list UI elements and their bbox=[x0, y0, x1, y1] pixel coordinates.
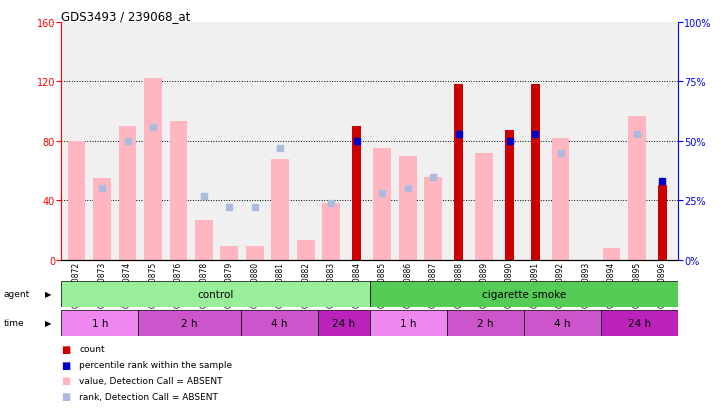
Bar bbox=[603, 248, 621, 260]
Bar bbox=[446, 310, 523, 337]
Bar bbox=[523, 310, 601, 337]
Bar bbox=[353, 127, 361, 260]
Bar bbox=[61, 310, 138, 337]
Bar bbox=[370, 310, 446, 337]
Bar bbox=[138, 310, 241, 337]
Bar bbox=[628, 116, 646, 260]
Bar bbox=[322, 204, 340, 260]
Text: GDS3493 / 239068_at: GDS3493 / 239068_at bbox=[61, 10, 190, 23]
Bar bbox=[505, 131, 514, 260]
Text: 24 h: 24 h bbox=[628, 318, 651, 328]
Bar bbox=[271, 159, 289, 260]
Bar bbox=[195, 220, 213, 260]
Text: rank, Detection Call = ABSENT: rank, Detection Call = ABSENT bbox=[79, 392, 218, 401]
Text: 1 h: 1 h bbox=[92, 318, 108, 328]
Bar bbox=[241, 310, 318, 337]
Bar bbox=[552, 138, 570, 260]
Bar bbox=[370, 281, 678, 308]
Bar bbox=[297, 241, 315, 260]
Text: 2 h: 2 h bbox=[182, 318, 198, 328]
Text: ■: ■ bbox=[61, 375, 71, 385]
Bar bbox=[373, 149, 392, 260]
Text: 2 h: 2 h bbox=[477, 318, 493, 328]
Bar bbox=[601, 310, 678, 337]
Text: ■: ■ bbox=[61, 360, 71, 370]
Bar bbox=[399, 156, 417, 260]
Text: value, Detection Call = ABSENT: value, Detection Call = ABSENT bbox=[79, 376, 223, 385]
Bar bbox=[169, 122, 187, 260]
Text: agent: agent bbox=[4, 290, 30, 299]
Text: count: count bbox=[79, 344, 105, 354]
Bar bbox=[246, 247, 264, 260]
Text: control: control bbox=[198, 289, 234, 299]
Text: 24 h: 24 h bbox=[332, 318, 355, 328]
Bar bbox=[424, 177, 442, 260]
Text: cigarette smoke: cigarette smoke bbox=[482, 289, 566, 299]
Text: ▶: ▶ bbox=[45, 319, 51, 328]
Bar bbox=[454, 85, 463, 260]
Bar bbox=[118, 127, 136, 260]
Bar bbox=[221, 247, 239, 260]
Text: percentile rank within the sample: percentile rank within the sample bbox=[79, 360, 232, 369]
Bar bbox=[61, 281, 370, 308]
Text: 1 h: 1 h bbox=[399, 318, 416, 328]
Text: ■: ■ bbox=[61, 344, 71, 354]
Text: time: time bbox=[4, 319, 25, 328]
Text: 4 h: 4 h bbox=[554, 318, 570, 328]
Text: 4 h: 4 h bbox=[271, 318, 288, 328]
Bar bbox=[475, 153, 493, 260]
Text: ▶: ▶ bbox=[45, 290, 51, 299]
Bar bbox=[68, 142, 86, 260]
Text: ■: ■ bbox=[61, 391, 71, 401]
Bar bbox=[318, 310, 370, 337]
Bar bbox=[531, 85, 539, 260]
Bar bbox=[93, 178, 111, 260]
Bar bbox=[144, 79, 162, 260]
Bar bbox=[658, 186, 667, 260]
